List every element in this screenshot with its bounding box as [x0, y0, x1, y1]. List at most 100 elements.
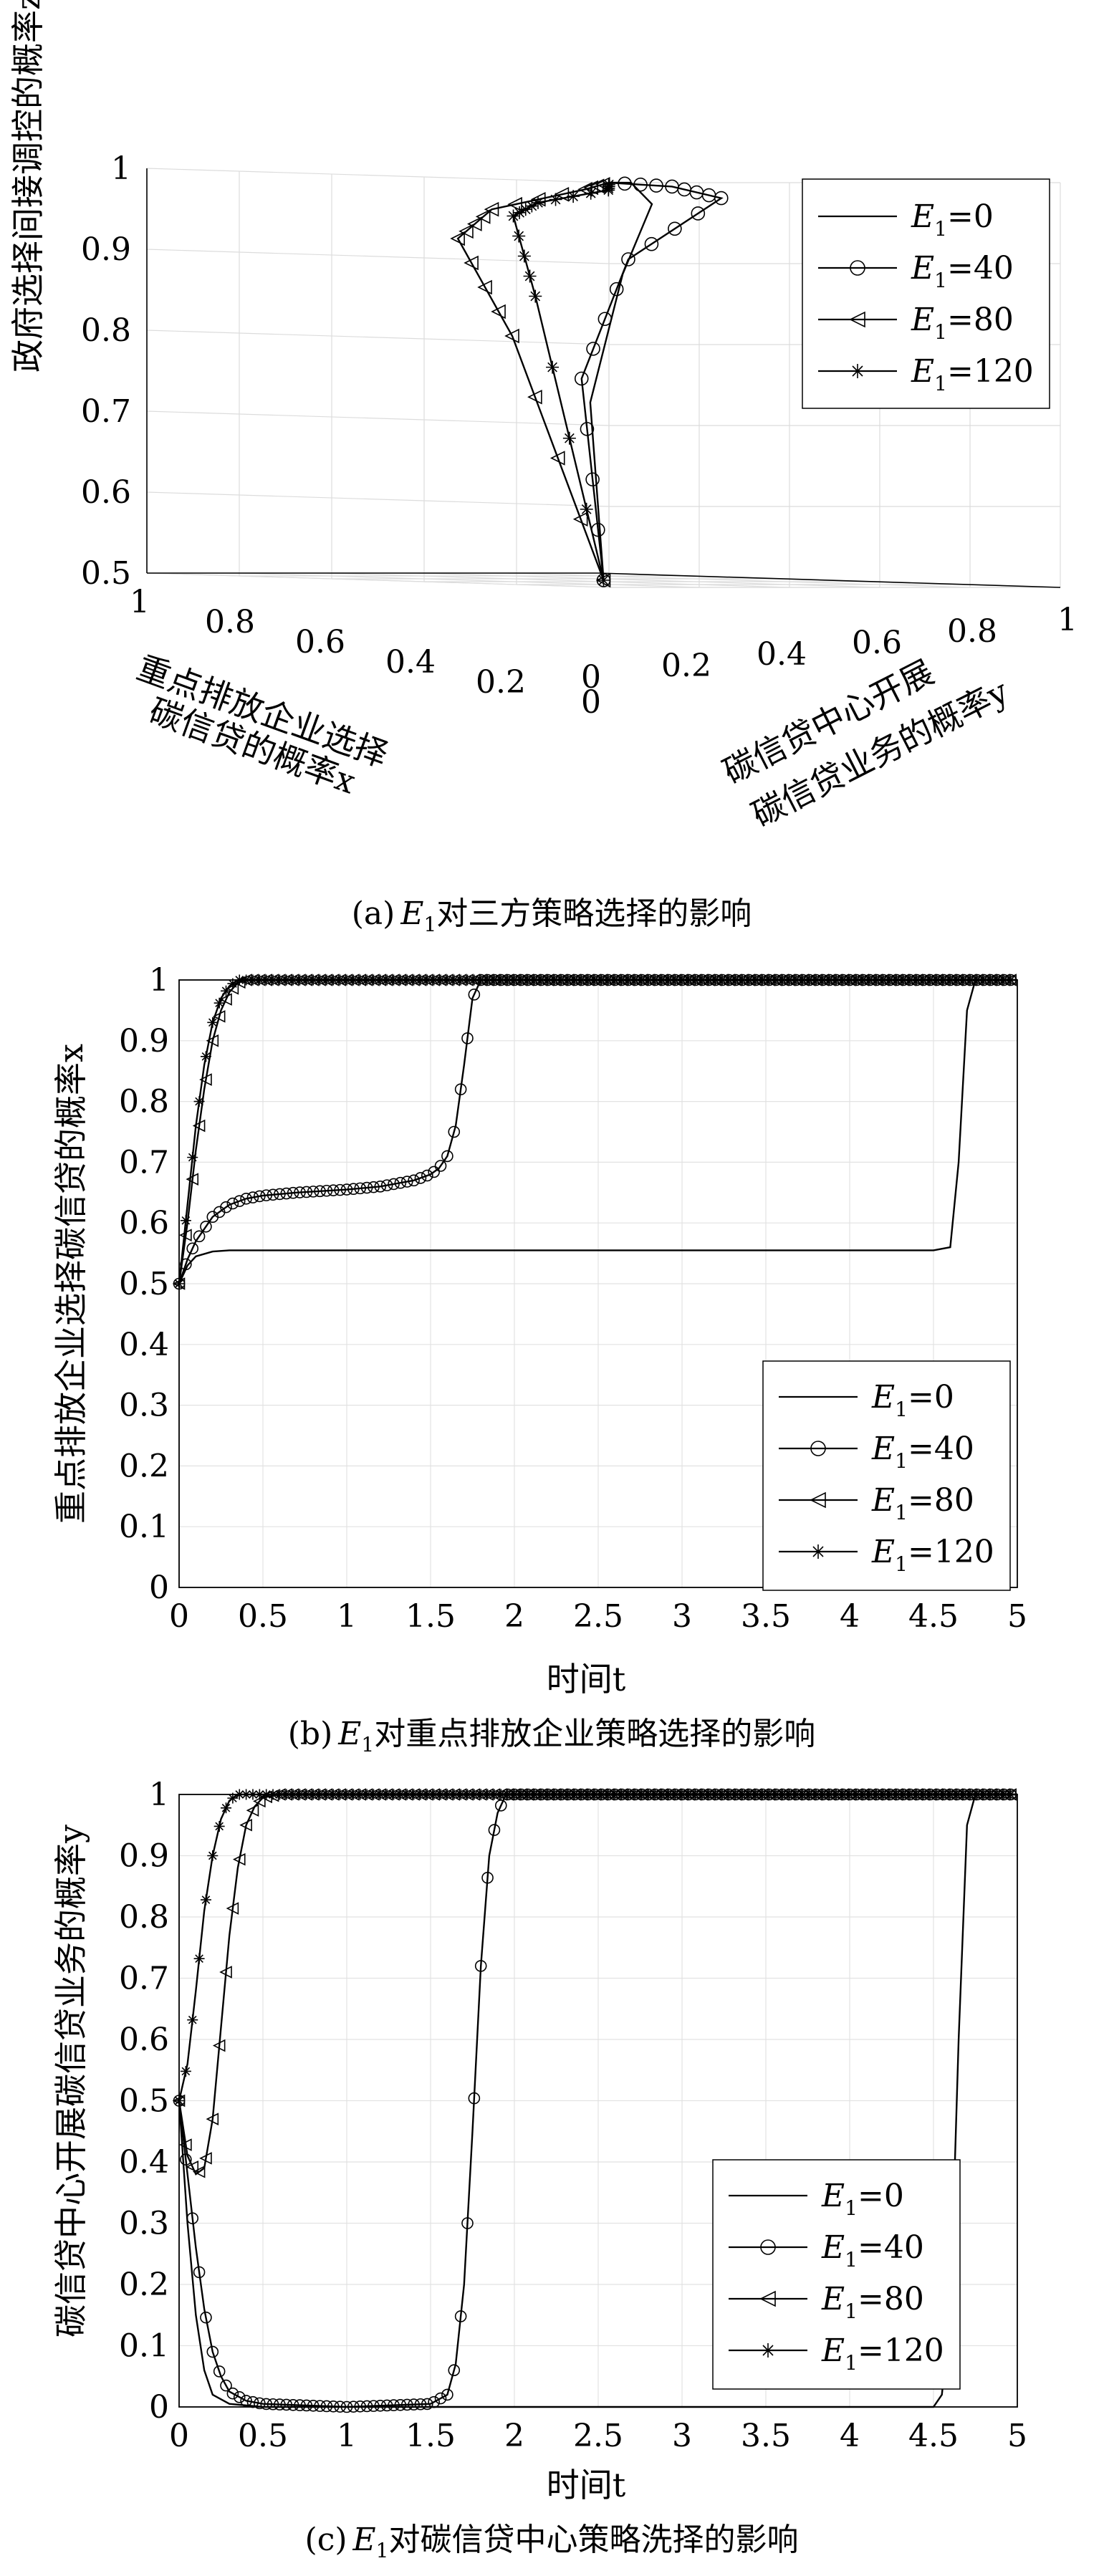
marker-star	[401, 1789, 413, 1800]
marker-star	[327, 974, 339, 986]
marker-star	[415, 974, 426, 986]
marker-star	[811, 1544, 825, 1559]
x-tick-label: 4.5	[908, 1598, 959, 1635]
marker-star	[710, 1789, 721, 1800]
marker-star	[542, 974, 554, 986]
marker-star	[247, 974, 259, 986]
legend-label-value: =40	[947, 250, 1014, 287]
marker-circle	[186, 1242, 199, 1255]
marker-star	[958, 1789, 969, 1800]
legend-label-var: E	[871, 1482, 895, 1519]
marker-star	[589, 974, 600, 986]
legend-label-0: E1=0	[821, 2178, 904, 2220]
marker-star	[281, 1789, 292, 1800]
legend-label-value: =80	[947, 302, 1014, 338]
marker-triangle	[206, 2113, 219, 2125]
legend-label-value: =0	[858, 2178, 904, 2214]
legend-label-sub: 1	[934, 269, 947, 292]
legend-label-var: E	[911, 353, 934, 390]
marker-star	[663, 1789, 674, 1800]
marker-star	[582, 1789, 594, 1800]
marker-star	[227, 978, 239, 989]
marker-circle	[314, 2400, 326, 2412]
marker-star	[750, 974, 762, 986]
marker-circle	[180, 2153, 192, 2166]
y-tick-label: 0.2	[119, 2267, 169, 2303]
marker-circle	[428, 2395, 440, 2408]
y-tick-label: 0.6	[119, 2022, 169, 2058]
legend-label-sub: 1	[845, 2351, 858, 2375]
marker-triangle	[507, 196, 522, 212]
marker-star	[254, 974, 265, 986]
marker-star	[301, 1789, 312, 1800]
marker-circle	[388, 2399, 400, 2411]
marker-star	[918, 1789, 929, 1800]
marker-star	[546, 360, 560, 374]
floor-grid-x	[236, 572, 700, 588]
marker-circle	[468, 989, 481, 1001]
marker-circle	[408, 1174, 420, 1187]
marker-star	[556, 974, 567, 986]
marker-circle	[388, 1178, 400, 1191]
marker-star	[335, 974, 346, 986]
caption-b: (b) E1对重点排放企业策略选择的影响	[288, 1716, 815, 1756]
floor-grid-x	[507, 572, 971, 588]
y-tick-label: 0	[149, 2389, 169, 2426]
marker-star	[777, 974, 788, 986]
marker-star	[683, 974, 694, 986]
marker-star	[213, 997, 225, 1009]
marker-circle	[414, 1172, 427, 1184]
marker-star	[850, 364, 865, 378]
marker-star	[368, 974, 379, 986]
marker-star	[797, 974, 808, 986]
marker-circle	[421, 1169, 433, 1182]
panel-a-3d-chart: 10.90.80.70.60.510.80.60.40.200 0.2 0.4 0.6…	[9, 0, 1077, 936]
legend-label-2: E1=80	[821, 2281, 924, 2323]
marker-star	[944, 1789, 956, 1800]
x-tick-label: 0.6	[295, 624, 345, 660]
marker-circle	[294, 2399, 306, 2411]
marker-star	[650, 1789, 661, 1800]
x-tick-label: 1.5	[405, 2418, 456, 2454]
marker-star	[461, 974, 473, 986]
marker-star	[401, 974, 413, 986]
marker-star	[529, 974, 540, 986]
y-tick-label: 0.6	[119, 1205, 169, 1241]
marker-circle	[300, 1186, 313, 1198]
z-tick-label: 0.6	[81, 474, 131, 511]
marker-star	[576, 1789, 587, 1800]
floor-grid-x	[417, 572, 880, 588]
marker-star	[441, 974, 453, 986]
marker-star	[307, 974, 319, 986]
marker-star	[724, 974, 735, 986]
series-markers-2	[172, 974, 1017, 1290]
z-tick-label: 0.5	[81, 555, 131, 592]
marker-star	[448, 1789, 460, 1800]
marker-triangle	[477, 279, 492, 295]
marker-triangle	[239, 1818, 252, 1832]
marker-star	[596, 974, 608, 986]
legend-box	[802, 178, 1050, 409]
legend-label-var: E	[911, 302, 934, 338]
marker-star	[580, 502, 593, 516]
marker-star	[764, 1789, 775, 1800]
marker-star	[428, 1789, 440, 1800]
y-tick-label: 0.9	[119, 1838, 169, 1875]
marker-star	[938, 974, 949, 986]
marker-star	[267, 974, 279, 986]
marker-star	[757, 974, 768, 986]
marker-star	[529, 1789, 540, 1800]
panel-b-y-label: 重点排放企业选择碳信贷的概率x	[52, 1044, 90, 1524]
marker-circle	[267, 2398, 279, 2411]
marker-circle	[494, 1799, 507, 1812]
marker-star	[643, 974, 654, 986]
marker-triangle	[246, 1804, 259, 1817]
series-markers-3	[173, 1789, 1017, 2106]
legend-label-var: E	[871, 1431, 895, 1467]
marker-circle	[468, 2092, 481, 2105]
marker-star	[335, 1789, 346, 1800]
marker-circle	[200, 2311, 212, 2324]
marker-circle	[488, 1824, 501, 1836]
marker-star	[1005, 1789, 1017, 1800]
